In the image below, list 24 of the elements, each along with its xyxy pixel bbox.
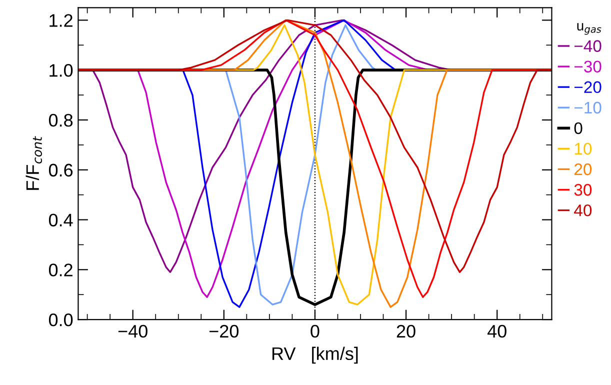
y-tick-label: 1.0: [50, 64, 73, 77]
legend-label: 10: [574, 142, 592, 155]
y-tick-label: 0.8: [48, 114, 73, 127]
legend-label: −10: [574, 102, 602, 114]
y-tick-label: 0.4: [48, 214, 73, 226]
y-axis-title: F/F$_{cont}$: [26, 136, 42, 190]
y-tick-label: 0.0: [48, 313, 73, 326]
legend-label: 0: [574, 122, 582, 134]
x-tick-label: 0: [310, 324, 320, 338]
legend-label: 40: [574, 204, 592, 216]
x-axis-title: RV [km/s]: [272, 346, 358, 364]
x-tick-label: −40: [118, 324, 148, 338]
x-tick-label: 40: [487, 324, 506, 338]
y-tick-label: 1.2: [50, 14, 72, 27]
legend-label: −40: [574, 40, 602, 52]
legend-label: −30: [574, 60, 602, 73]
legend-label: −20: [574, 81, 602, 94]
legend-title: u$_{gas}$: [577, 23, 602, 35]
x-tick-label: 20: [396, 324, 416, 338]
legend-label: 30: [574, 184, 592, 196]
legend-label: 20: [574, 163, 592, 176]
x-tick-label: −20: [209, 324, 239, 338]
y-tick-label: 0.6: [48, 164, 73, 177]
y-tick-label: 0.2: [48, 264, 72, 276]
